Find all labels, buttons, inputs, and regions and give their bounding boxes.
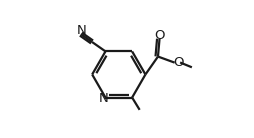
Text: O: O [154,29,165,42]
Text: O: O [173,56,184,69]
Text: N: N [77,24,86,37]
Text: N: N [99,92,108,105]
